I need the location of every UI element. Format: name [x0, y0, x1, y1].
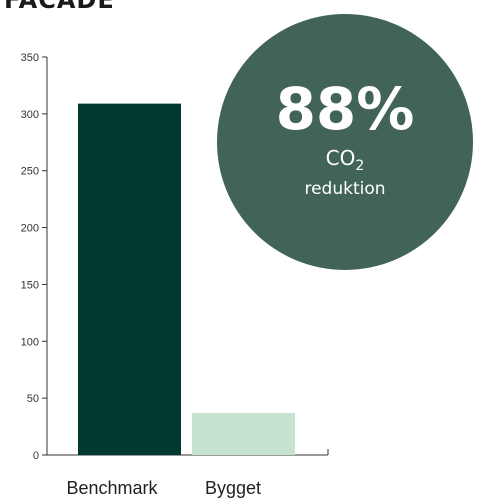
y-tick-label: 0 — [33, 450, 39, 462]
bar-benchmark — [78, 104, 181, 455]
gas-label: CO2 — [217, 148, 473, 173]
bar-bygget — [192, 413, 295, 455]
y-tick-label: 350 — [21, 52, 39, 64]
reduction-badge: 88% CO2 reduktion — [217, 14, 473, 270]
gas-subscript: 2 — [355, 158, 364, 174]
reduction-percent: 88% — [217, 80, 473, 138]
y-tick-label: 250 — [21, 166, 39, 178]
y-tick-label: 50 — [27, 393, 39, 405]
x-tick-label: Bygget — [205, 478, 261, 498]
x-tick-label: Benchmark — [66, 478, 158, 498]
gas-name: CO — [326, 146, 356, 170]
y-tick-label: 100 — [21, 336, 39, 348]
y-tick-label: 300 — [21, 109, 39, 121]
y-tick-label: 200 — [21, 223, 39, 235]
reduction-label: reduktion — [217, 181, 473, 198]
y-tick-label: 150 — [21, 279, 39, 291]
